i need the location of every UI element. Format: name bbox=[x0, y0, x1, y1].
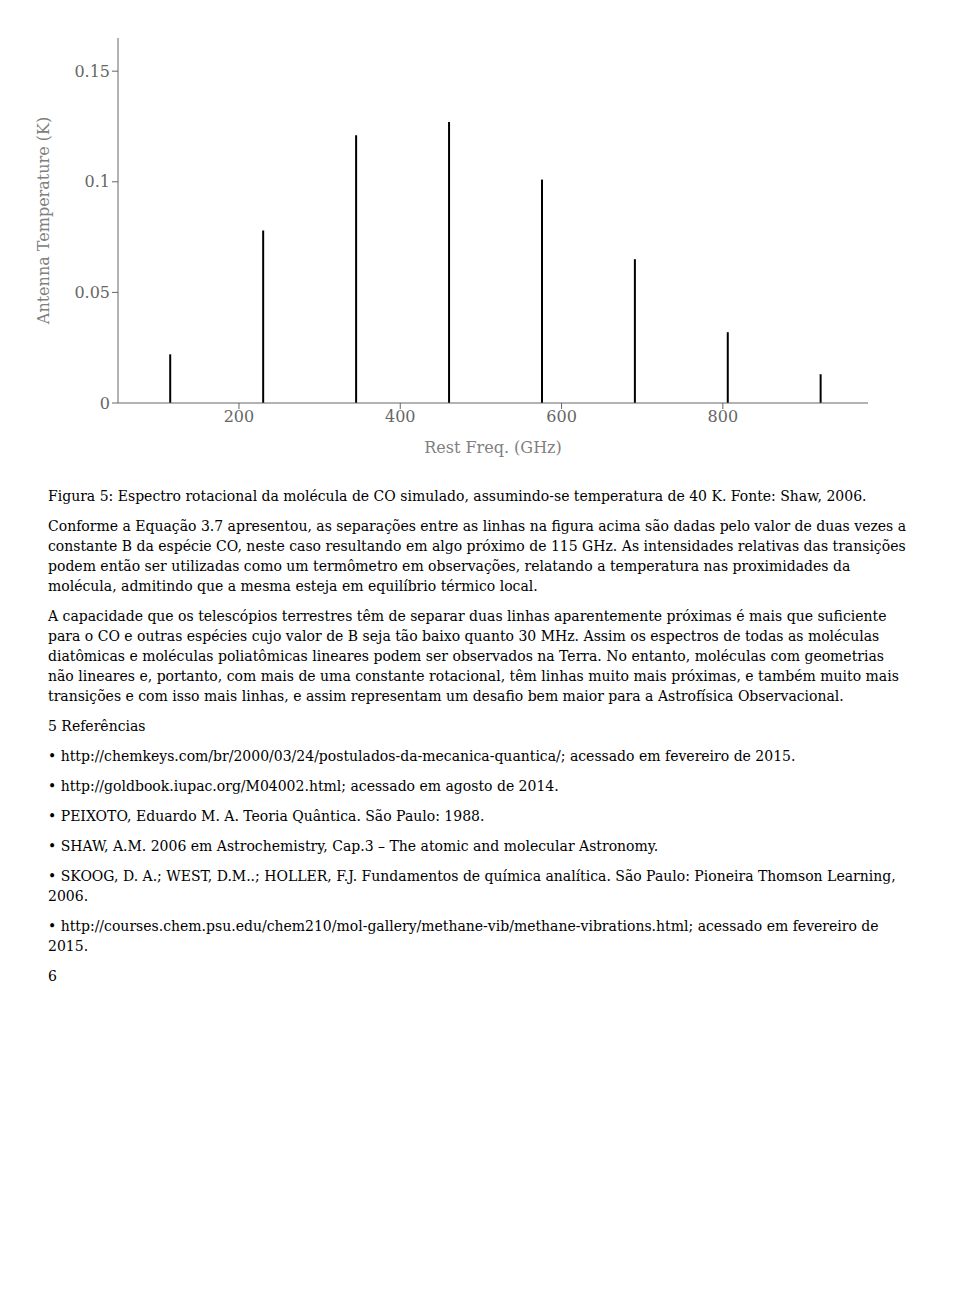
html-text:• SKOOG, D. A.; WEST, D.M..; H: • SKOOG, D. A.; WEST, D.M..; HOLLER, F.J… bbox=[48, 868, 896, 904]
svg-text:600: 600 bbox=[546, 407, 577, 426]
svg-text:0.05: 0.05 bbox=[74, 283, 110, 302]
svg-text:800: 800 bbox=[708, 407, 739, 426]
svg-text:0: 0 bbox=[100, 394, 110, 413]
html-text:5 Referências: 5 Referências bbox=[48, 718, 146, 734]
svg-text:Rest Freq. (GHz): Rest Freq. (GHz) bbox=[424, 438, 562, 457]
html-text:• http://courses.chem.psu.edu/: • http://courses.chem.psu.edu/chem210/mo… bbox=[48, 918, 879, 954]
html-text:• PEIXOTO, Eduardo M. A. Teori: • PEIXOTO, Eduardo M. A. Teoria Quântica… bbox=[48, 808, 485, 824]
svg-text:Antenna Temperature (K): Antenna Temperature (K) bbox=[34, 117, 53, 325]
html-text:• http://chemkeys.com/br/2000/: • http://chemkeys.com/br/2000/03/24/post… bbox=[48, 748, 796, 764]
html-text:Figura 5: Espectro rotacional: Figura 5: Espectro rotacional da molécul… bbox=[48, 488, 867, 504]
html-text:• SHAW, A.M. 2006 em Astrochem: • SHAW, A.M. 2006 em Astrochemistry, Cap… bbox=[48, 838, 659, 854]
svg-text:0.1: 0.1 bbox=[85, 172, 110, 191]
html-text:Conforme a Equação 3.7 apresen: Conforme a Equação 3.7 apresentou, as se… bbox=[48, 518, 907, 594]
html-text:6: 6 bbox=[48, 968, 57, 984]
svg-text:0.15: 0.15 bbox=[74, 62, 110, 81]
html-text:A capacidade que os telescópio: A capacidade que os telescópios terrestr… bbox=[48, 608, 899, 704]
html-text:• http://goldbook.iupac.org/M0: • http://goldbook.iupac.org/M04002.html;… bbox=[48, 778, 559, 794]
svg-text:200: 200 bbox=[224, 407, 255, 426]
svg-text:400: 400 bbox=[385, 407, 416, 426]
